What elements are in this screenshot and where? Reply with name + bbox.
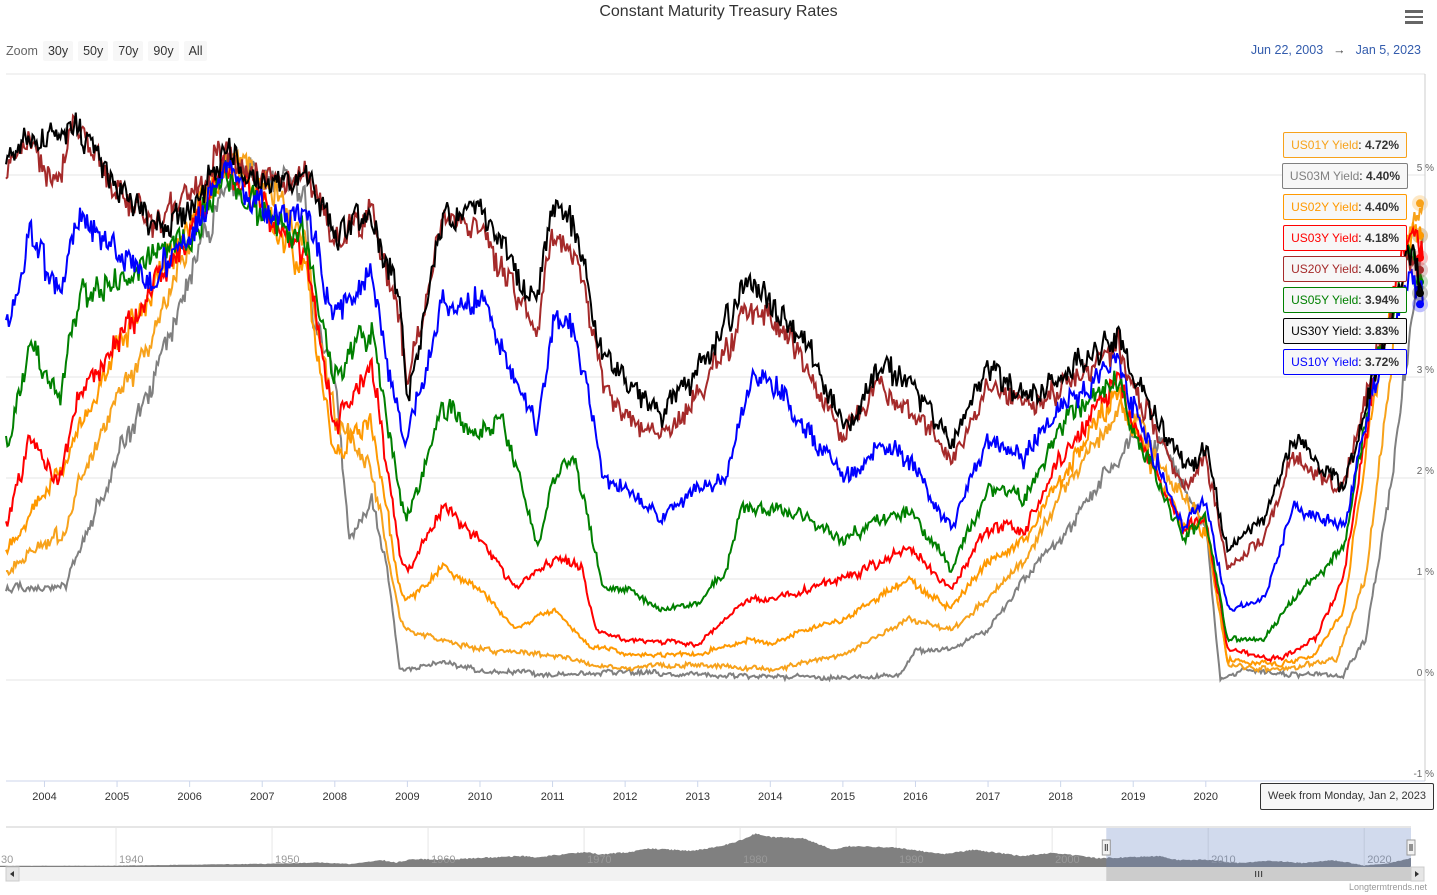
navigator-tick-label: 1960 — [431, 854, 455, 866]
zoom-30y-button[interactable]: 30y — [42, 41, 74, 61]
x-tick-label: 2008 — [323, 791, 347, 803]
x-tick-label: 2016 — [903, 791, 927, 803]
navigator-tick-label: 1980 — [743, 854, 767, 866]
series-line-us30y[interactable] — [5, 112, 1424, 554]
navigator-tick-label: 2020 — [1367, 854, 1391, 866]
zoom-label: Zoom — [6, 44, 38, 58]
series-tooltip: US10Y Yield: 3.72% — [1283, 349, 1407, 375]
x-tick-label: 2015 — [831, 791, 855, 803]
x-tick-label: 2013 — [685, 791, 709, 803]
series-line-us01y[interactable] — [5, 148, 1424, 674]
x-tick-label: 2007 — [250, 791, 274, 803]
tooltip-series-value: 3.83% — [1364, 324, 1399, 338]
series-line-us05y[interactable] — [5, 159, 1424, 644]
zoom-all-button[interactable]: All — [183, 41, 208, 61]
range-arrow: → — [1333, 43, 1346, 57]
tooltip-series-value: 3.72% — [1364, 355, 1399, 369]
arrow-right-icon — [1415, 871, 1419, 877]
navigator-right-handle[interactable] — [1406, 839, 1416, 856]
credit-link[interactable]: Longtermtrends.net — [1348, 882, 1427, 892]
navigator-tick-label: 1970 — [587, 854, 611, 866]
chart-title: Constant Maturity Treasury Rates — [599, 3, 838, 20]
arrow-left-icon — [10, 871, 14, 877]
hover-marker — [1416, 199, 1424, 208]
series-tooltip: US03M Yield: 4.40% — [1281, 163, 1408, 189]
tooltip-series-value: 4.06% — [1364, 262, 1399, 276]
series-line-us03m[interactable] — [5, 157, 1424, 683]
series-tooltip: US20Y Yield: 4.06% — [1283, 256, 1407, 282]
navigator-tick-label: 2010 — [1211, 854, 1235, 866]
x-tick-label: 2009 — [395, 791, 419, 803]
zoom-selector: Zoom 30y 50y 70y 90y All — [6, 41, 208, 61]
tooltip-series-value: 4.18% — [1364, 231, 1399, 245]
hover-marker — [1416, 289, 1424, 298]
x-tick-label: 2014 — [758, 791, 782, 803]
hamburger-menu-icon[interactable] — [1405, 10, 1423, 24]
series-tooltip: US02Y Yield: 4.40% — [1283, 194, 1407, 220]
x-tick-label: 2017 — [976, 791, 1000, 803]
tooltip-series-name: US10Y Yield — [1291, 355, 1359, 369]
date-tooltip: Week from Monday, Jan 2, 2023 — [1260, 783, 1434, 810]
series-line-us02y[interactable] — [5, 153, 1424, 668]
x-tick-label: 2006 — [177, 791, 201, 803]
series-tooltip: US05Y Yield: 3.94% — [1283, 287, 1407, 313]
navigator-tick-label: 1950 — [275, 854, 299, 866]
x-tick-label: 2012 — [613, 791, 637, 803]
range-from-input[interactable]: Jun 22, 2003 — [1250, 43, 1324, 57]
tooltip-series-name: US03Y Yield — [1291, 231, 1359, 245]
series-tooltip: US03Y Yield: 4.18% — [1283, 225, 1407, 251]
tooltip-series-value: 4.40% — [1365, 169, 1400, 183]
date-range: Jun 22, 2003 → Jan 5, 2023 — [1251, 43, 1421, 57]
tooltip-series-name: US02Y Yield — [1291, 200, 1359, 214]
navigator-left-handle[interactable] — [1101, 839, 1111, 856]
x-tick-label: 2018 — [1048, 791, 1072, 803]
navigator-tick-label: 30 — [1, 854, 13, 866]
y-tick-label: -1 % — [1413, 769, 1434, 780]
zoom-90y-button[interactable]: 90y — [148, 41, 179, 61]
tooltip-series-name: US01Y Yield — [1291, 138, 1359, 152]
x-tick-label: 2019 — [1121, 791, 1145, 803]
tooltip-series-value: 4.72% — [1364, 138, 1399, 152]
tooltip-series-value: 3.94% — [1364, 293, 1399, 307]
range-to-input[interactable]: Jan 5, 2023 — [1355, 43, 1421, 57]
navigator-selection[interactable] — [1106, 828, 1411, 867]
hover-marker — [1416, 300, 1424, 309]
tooltip-series-value: 4.40% — [1364, 200, 1399, 214]
navigator-series — [0, 833, 1411, 867]
tooltip-series-name: US30Y Yield — [1291, 324, 1359, 338]
x-tick-label: 2011 — [541, 791, 565, 803]
series-tooltip: US30Y Yield: 3.83% — [1283, 318, 1407, 344]
navigator-tick-label: 1990 — [899, 854, 923, 866]
x-tick-label: 2020 — [1194, 791, 1218, 803]
tooltip-series-name: US05Y Yield — [1291, 293, 1359, 307]
tooltip-series-name: US20Y Yield — [1291, 262, 1359, 276]
series-tooltip: US01Y Yield: 4.72% — [1283, 132, 1407, 158]
zoom-70y-button[interactable]: 70y — [113, 41, 144, 61]
x-tick-label: 2005 — [105, 791, 129, 803]
tooltip-series-name: US03M Yield — [1289, 169, 1360, 183]
x-tick-label: 2004 — [32, 791, 56, 803]
scrollbar-track[interactable] — [6, 867, 1421, 881]
x-tick-label: 2010 — [468, 791, 492, 803]
navigator-tick-label: 1940 — [119, 854, 143, 866]
navigator-tick-label: 2000 — [1055, 854, 1079, 866]
zoom-50y-button[interactable]: 50y — [78, 41, 109, 61]
